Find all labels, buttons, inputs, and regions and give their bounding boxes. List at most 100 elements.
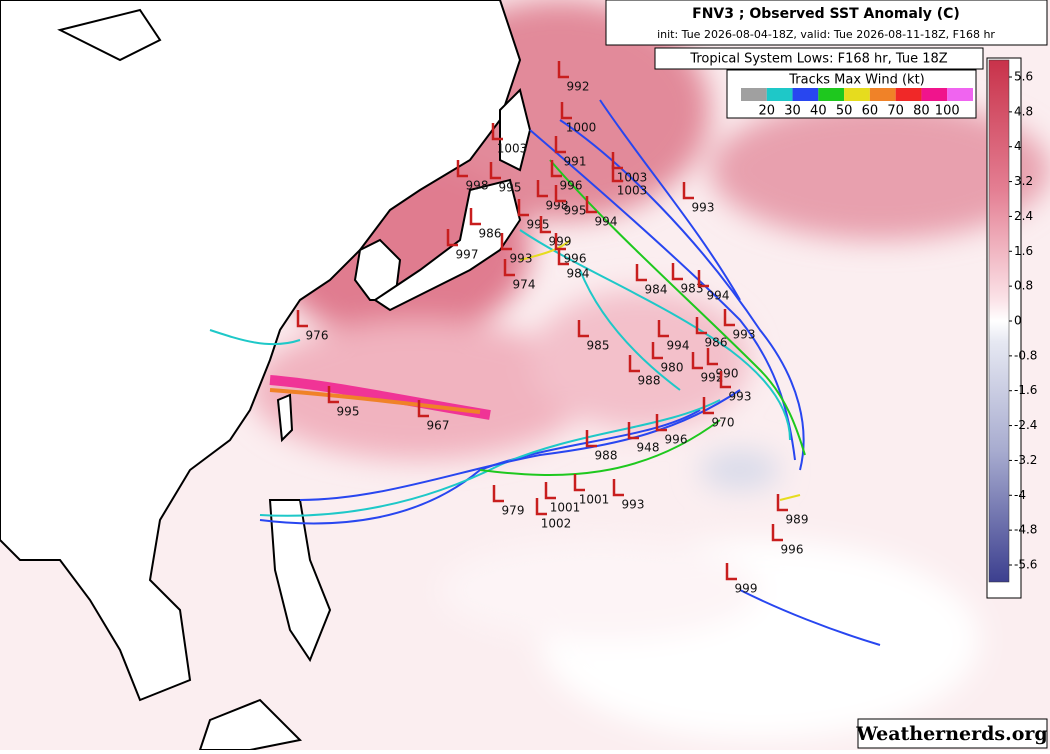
low-marker bbox=[682, 182, 694, 200]
wind-scale: 20 30 40 50 60 70 80 100 bbox=[741, 88, 973, 119]
low-pressure: 1001 bbox=[550, 501, 581, 515]
low-pressure: 974 bbox=[513, 278, 536, 292]
low-marker bbox=[327, 386, 339, 404]
low-pressure: 1003 bbox=[497, 142, 528, 156]
low-pressure: 998 bbox=[466, 179, 489, 193]
low-marker bbox=[697, 270, 709, 288]
low-pressure: 980 bbox=[661, 361, 684, 375]
wind-label: 80 bbox=[913, 104, 930, 119]
low-pressure: 984 bbox=[645, 283, 668, 297]
low-pressure: 992 bbox=[701, 371, 724, 385]
low-pressure: 988 bbox=[595, 449, 618, 463]
wind-label: 30 bbox=[784, 104, 801, 119]
low-marker bbox=[577, 320, 589, 338]
low-pressure: 1003 bbox=[617, 171, 648, 185]
low-pressure: 996 bbox=[564, 252, 587, 266]
low-marker bbox=[554, 136, 566, 154]
low-pressure: 993 bbox=[622, 498, 645, 512]
low-pressure: 997 bbox=[456, 248, 479, 262]
low-marker bbox=[657, 320, 669, 338]
wind-swatch bbox=[792, 88, 819, 101]
low-pressure: 994 bbox=[595, 215, 618, 229]
low-pressure: 993 bbox=[510, 252, 533, 266]
low-pressure: 994 bbox=[667, 339, 690, 353]
low-pressure: 999 bbox=[549, 235, 572, 249]
colorbar-label: -0.8 bbox=[1014, 348, 1037, 362]
wind-swatch bbox=[844, 88, 870, 101]
wind-swatch bbox=[947, 88, 973, 101]
low-marker bbox=[611, 165, 623, 183]
colorbar-labels: 5.6 4.8 4 3.2 2.4 1.6 0.8 0 -0.8 -1.6 -2.4 -3.2 -4 -4… bbox=[1009, 70, 1037, 572]
low-pressure: 994 bbox=[707, 289, 730, 303]
low-marker bbox=[557, 248, 569, 266]
low-marker bbox=[612, 479, 624, 497]
low-marker bbox=[535, 498, 547, 516]
colorbar-label: 5.6 bbox=[1014, 70, 1033, 84]
low-marker bbox=[573, 474, 585, 492]
credit: Weathernerds.org bbox=[855, 723, 1047, 745]
wind-swatch bbox=[766, 88, 793, 101]
low-marker bbox=[651, 342, 663, 360]
low-pressure: 985 bbox=[587, 339, 610, 353]
low-pressure: 999 bbox=[735, 582, 758, 596]
low-pressure: 989 bbox=[786, 513, 809, 527]
low-marker bbox=[296, 310, 308, 328]
low-pressure: 995 bbox=[564, 204, 587, 218]
low-marker bbox=[671, 263, 683, 281]
low-pressure: 948 bbox=[637, 441, 660, 455]
wind-label: 40 bbox=[810, 104, 827, 119]
colorbar-label: 0.8 bbox=[1014, 279, 1033, 293]
low-pressure: 979 bbox=[502, 504, 525, 518]
low-marker bbox=[554, 233, 566, 251]
low-marker bbox=[536, 180, 548, 198]
low-marker bbox=[719, 371, 731, 389]
low-pressure: 995 bbox=[527, 218, 550, 232]
low-marker bbox=[417, 400, 429, 418]
low-pressure: 1003 bbox=[617, 184, 648, 198]
wind-label: 70 bbox=[887, 104, 904, 119]
low-marker bbox=[492, 485, 504, 503]
low-marker bbox=[503, 259, 515, 277]
low-marker bbox=[655, 414, 667, 432]
low-marker bbox=[776, 494, 788, 512]
low-pressure: 993 bbox=[729, 390, 752, 404]
low-pressure: 991 bbox=[564, 155, 587, 169]
low-marker bbox=[456, 160, 468, 178]
low-marker bbox=[560, 102, 572, 120]
low-marker bbox=[500, 233, 512, 251]
colorbar-label: -2.4 bbox=[1014, 418, 1037, 432]
low-marker bbox=[539, 216, 551, 234]
lows-title: Tropical System Lows: F168 hr, Tue 18Z bbox=[689, 52, 947, 67]
low-marker bbox=[771, 524, 783, 542]
low-pressure: 967 bbox=[427, 419, 450, 433]
low-pressure: 983 bbox=[681, 282, 704, 296]
low-pressure: 995 bbox=[499, 181, 522, 195]
lows-box bbox=[654, 47, 984, 70]
colorbar-label: 4.8 bbox=[1014, 104, 1033, 118]
low-pressure: 986 bbox=[479, 227, 502, 241]
low-marker bbox=[550, 160, 562, 178]
colorbar-label: -5.6 bbox=[1014, 558, 1037, 572]
wind-swatch bbox=[895, 88, 922, 101]
colorbar-label: -4 bbox=[1014, 488, 1026, 502]
low-pressure: 984 bbox=[567, 267, 590, 281]
low-pressure: 996 bbox=[665, 433, 688, 447]
colorbar-label: -1.6 bbox=[1014, 383, 1037, 397]
wind-label: 60 bbox=[862, 104, 879, 119]
wind-label: 20 bbox=[759, 104, 776, 119]
wind-swatch bbox=[869, 88, 896, 101]
wind-label: 50 bbox=[836, 104, 853, 119]
low-marker bbox=[723, 309, 735, 327]
colorbar-label: 1.6 bbox=[1014, 244, 1033, 258]
colorbar-label: -4.8 bbox=[1014, 523, 1037, 537]
low-pressure: 970 bbox=[712, 416, 735, 430]
low-pressure: 976 bbox=[306, 329, 329, 343]
low-marker bbox=[585, 196, 597, 214]
low-marker bbox=[585, 430, 597, 448]
colorbar-label: 2.4 bbox=[1014, 209, 1033, 223]
land bbox=[0, 0, 532, 751]
low-marker bbox=[554, 185, 566, 203]
low-marker bbox=[702, 397, 714, 415]
low-pressure: 993 bbox=[733, 328, 756, 342]
